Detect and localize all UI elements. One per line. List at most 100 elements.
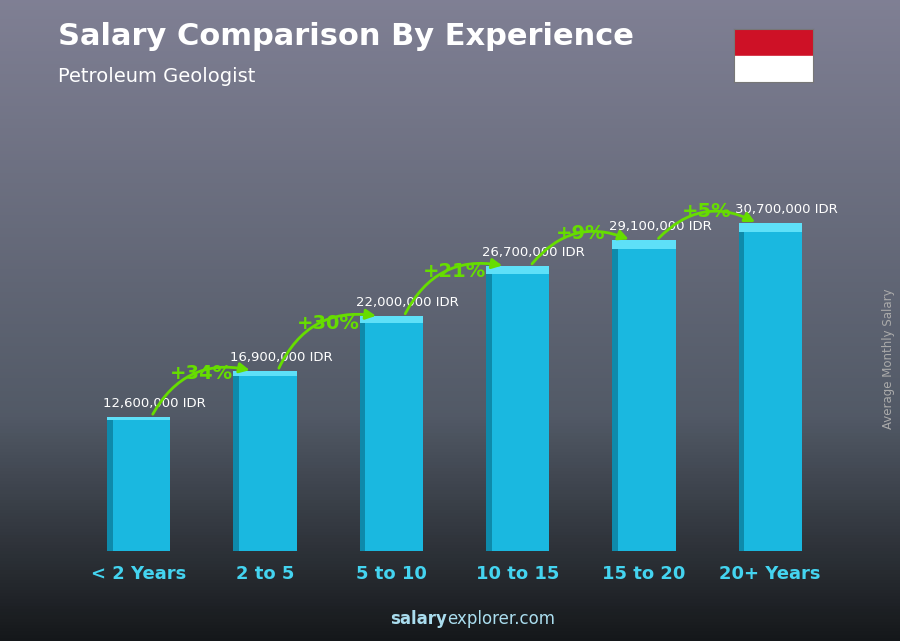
Bar xyxy=(0,593,900,596)
Bar xyxy=(0,186,900,189)
Bar xyxy=(0,208,900,212)
Bar xyxy=(0,510,900,513)
Bar xyxy=(0,160,900,163)
Bar xyxy=(0,378,900,381)
Bar xyxy=(0,19,900,22)
Bar xyxy=(0,439,900,442)
Bar xyxy=(0,423,900,426)
Bar xyxy=(0,45,900,48)
Bar xyxy=(0,83,900,87)
Bar xyxy=(0,48,900,51)
Bar xyxy=(0,237,900,240)
Bar xyxy=(0,276,900,279)
Bar xyxy=(0,635,900,638)
Text: explorer.com: explorer.com xyxy=(447,610,555,628)
Bar xyxy=(0,22,900,26)
Bar xyxy=(0,192,900,196)
Bar xyxy=(0,490,900,494)
Bar xyxy=(0,163,900,167)
Bar xyxy=(0,506,900,510)
Bar xyxy=(0,250,900,253)
Bar xyxy=(739,223,744,551)
Bar xyxy=(0,0,900,3)
Bar xyxy=(0,455,900,458)
Bar xyxy=(0,429,900,433)
Bar xyxy=(0,87,900,90)
Bar xyxy=(0,266,900,269)
FancyArrowPatch shape xyxy=(405,260,500,313)
Bar xyxy=(0,484,900,487)
Bar xyxy=(0,570,900,574)
Bar xyxy=(0,407,900,410)
Bar xyxy=(0,362,900,365)
Bar xyxy=(0,29,900,32)
Bar xyxy=(0,314,900,317)
Bar xyxy=(0,253,900,256)
Bar xyxy=(0,554,900,558)
Bar xyxy=(0,311,900,314)
Bar xyxy=(0,324,900,327)
Bar xyxy=(0,404,900,407)
Bar xyxy=(0,26,900,29)
Bar xyxy=(0,606,900,609)
Bar xyxy=(0,619,900,622)
Bar xyxy=(0,6,900,10)
Bar xyxy=(0,106,900,109)
Bar xyxy=(0,260,900,263)
Bar xyxy=(0,138,900,141)
Text: 29,100,000 IDR: 29,100,000 IDR xyxy=(608,221,711,233)
Bar xyxy=(0,301,900,304)
Text: salary: salary xyxy=(391,610,447,628)
Bar xyxy=(0,218,900,221)
Text: 16,900,000 IDR: 16,900,000 IDR xyxy=(230,351,332,364)
Bar xyxy=(0,109,900,112)
Bar xyxy=(0,551,900,554)
Bar xyxy=(0,202,900,205)
Bar xyxy=(0,179,900,183)
Bar xyxy=(0,263,900,266)
Bar xyxy=(0,353,900,356)
Bar xyxy=(486,266,549,274)
Bar xyxy=(0,609,900,612)
Text: +21%: +21% xyxy=(423,262,486,281)
Bar xyxy=(0,269,900,272)
Bar xyxy=(0,542,900,545)
Bar xyxy=(0,622,900,625)
Bar xyxy=(0,583,900,587)
Bar xyxy=(0,199,900,202)
Bar xyxy=(360,316,365,551)
Bar xyxy=(0,333,900,337)
Bar xyxy=(0,170,900,173)
Bar xyxy=(739,223,802,551)
Bar xyxy=(0,567,900,570)
FancyArrowPatch shape xyxy=(659,211,752,238)
Bar xyxy=(0,615,900,619)
Bar xyxy=(612,240,618,551)
Bar xyxy=(0,478,900,481)
Bar xyxy=(0,638,900,641)
Bar xyxy=(0,304,900,308)
Bar xyxy=(734,29,813,56)
Bar xyxy=(0,474,900,478)
Bar xyxy=(0,224,900,228)
Bar xyxy=(0,369,900,372)
Bar xyxy=(0,359,900,362)
Bar xyxy=(107,417,170,420)
Bar xyxy=(0,526,900,529)
Bar xyxy=(0,487,900,490)
Bar xyxy=(0,532,900,535)
Bar xyxy=(0,535,900,538)
Bar xyxy=(0,481,900,484)
Bar xyxy=(0,272,900,276)
Bar xyxy=(0,577,900,580)
Bar xyxy=(0,247,900,250)
Bar xyxy=(0,240,900,244)
Bar xyxy=(0,548,900,551)
Bar xyxy=(0,574,900,577)
Bar xyxy=(0,96,900,99)
Text: 22,000,000 IDR: 22,000,000 IDR xyxy=(356,296,459,310)
Bar xyxy=(0,452,900,455)
Text: +5%: +5% xyxy=(682,203,732,221)
Bar xyxy=(0,115,900,119)
Bar xyxy=(0,58,900,61)
